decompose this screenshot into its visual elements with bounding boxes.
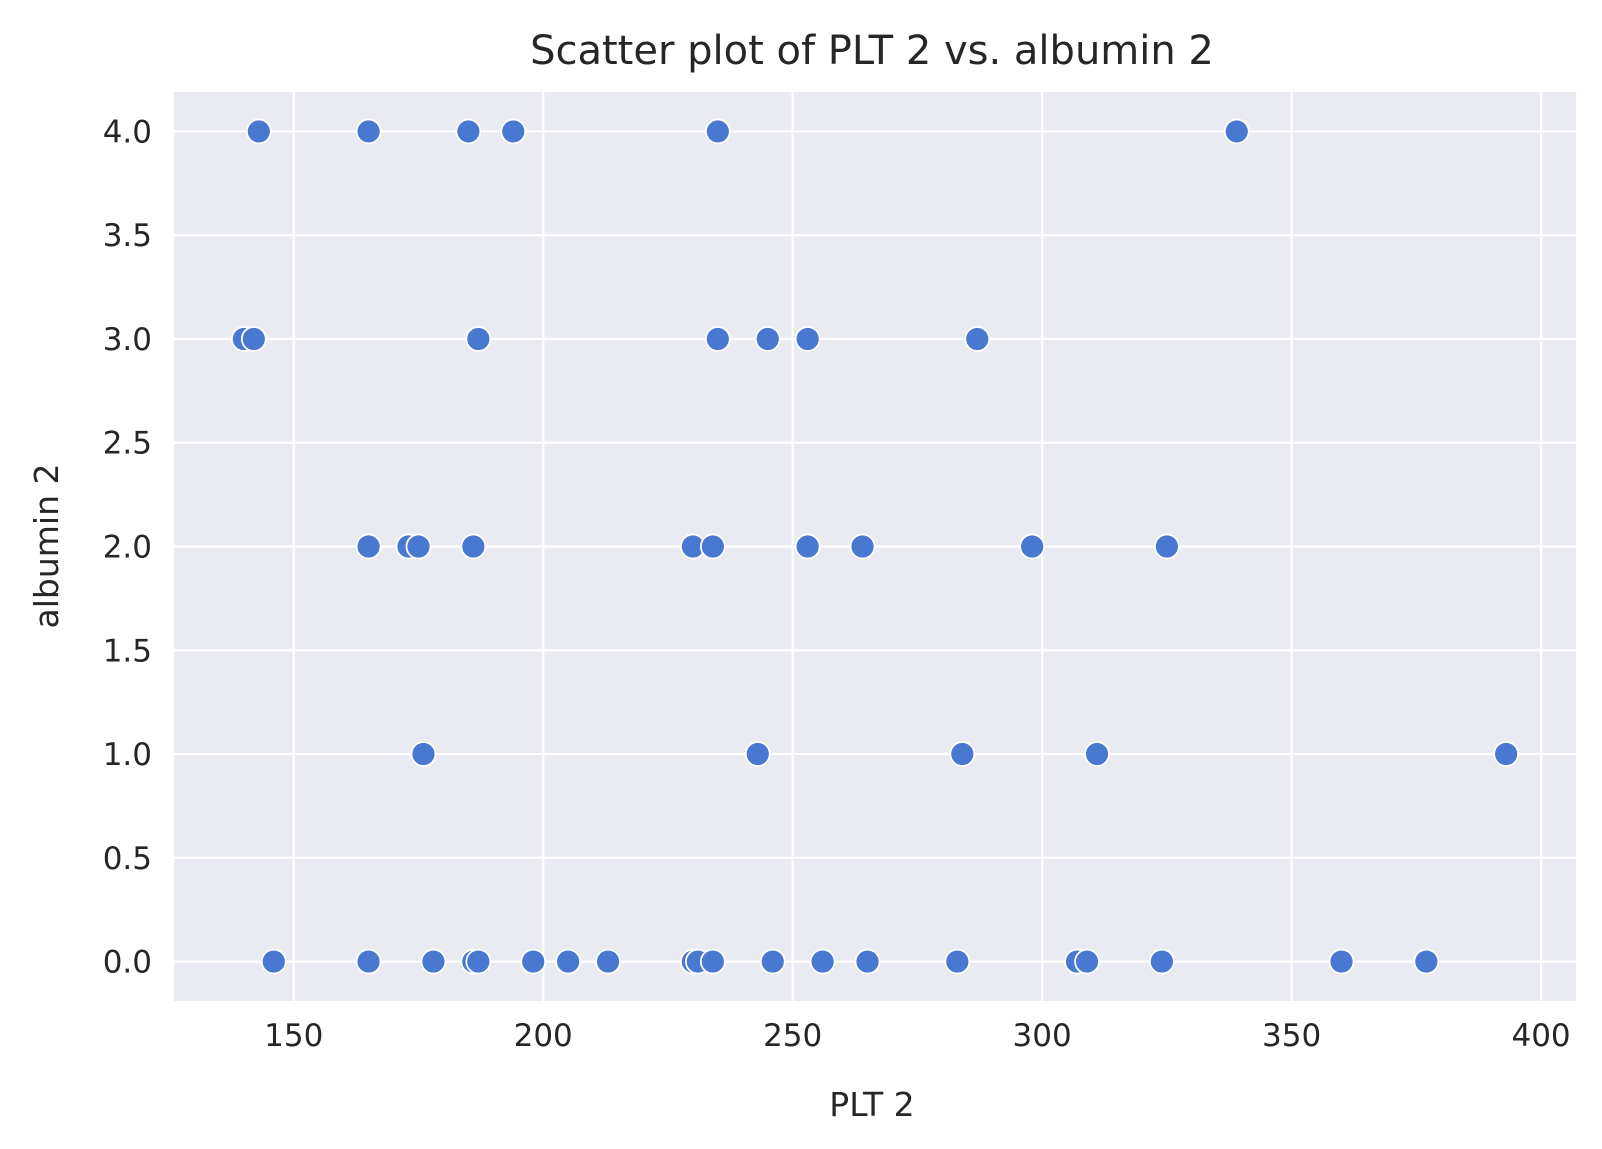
scatter-point — [455, 118, 482, 145]
y-tick-label: 3.5 — [103, 218, 152, 254]
x-tick-label: 300 — [1013, 1018, 1072, 1054]
scatter-point — [849, 533, 876, 560]
scatter-point — [964, 326, 991, 352]
scatter-point — [500, 118, 527, 145]
scatter-point — [1019, 533, 1046, 560]
x-tick-label: 150 — [264, 1018, 323, 1054]
tick-labels: 150 200 250 300 350 400 0.0 0.5 1.0 1.5 2.0 2.5 3.0 3… — [103, 114, 1571, 1054]
y-tick-label: 0.5 — [103, 841, 152, 877]
y-tick-label: 4.0 — [103, 114, 152, 150]
chart-title: Scatter plot of PLT 2 vs. albumin 2 — [530, 28, 1214, 74]
scatter-point — [1223, 118, 1250, 145]
scatter-point — [355, 948, 382, 975]
y-tick-label: 3.0 — [103, 322, 152, 358]
x-tick-label: 350 — [1262, 1018, 1321, 1054]
scatter-point — [699, 533, 726, 560]
scatter-point — [944, 948, 971, 975]
x-axis-label: PLT 2 — [829, 1085, 914, 1124]
y-tick-label: 1.5 — [103, 633, 152, 669]
scatter-point — [420, 948, 447, 975]
scatter-point — [699, 948, 726, 975]
scatter-point — [1493, 741, 1520, 767]
scatter-point — [245, 118, 272, 145]
scatter-point — [555, 948, 582, 975]
y-axis-label: albumin 2 — [27, 464, 66, 629]
scatter-point — [355, 533, 382, 560]
x-tick-label: 200 — [514, 1018, 573, 1054]
scatter-point — [759, 948, 786, 975]
scatter-point — [405, 533, 432, 560]
scatter-point — [754, 326, 781, 352]
scatter-point — [1148, 948, 1175, 975]
scatter-point — [410, 741, 437, 767]
scatter-point — [794, 533, 821, 560]
scatter-point — [465, 948, 492, 975]
y-tick-label: 1.0 — [103, 737, 152, 773]
scatter-point — [1084, 741, 1110, 767]
scatter-point — [809, 948, 836, 975]
scatter-point — [854, 948, 881, 975]
scatter-point — [520, 948, 547, 975]
data-points — [230, 118, 1520, 975]
x-tick-label: 250 — [763, 1018, 822, 1054]
scatter-point — [1074, 948, 1100, 975]
scatter-point — [704, 118, 731, 145]
scatter-point — [949, 741, 976, 767]
scatter-point — [794, 326, 821, 352]
scatter-point — [704, 326, 731, 352]
y-tick-label: 2.0 — [103, 530, 152, 566]
scatter-point — [355, 118, 382, 145]
scatter-point — [1328, 948, 1355, 975]
scatter-point — [460, 533, 487, 560]
scatter-point — [1413, 948, 1440, 975]
scatter-point — [595, 948, 621, 975]
y-tick-label: 2.5 — [103, 426, 152, 462]
scatter-point — [744, 741, 771, 767]
scatter-point — [260, 948, 287, 975]
scatter-point — [1153, 533, 1180, 560]
scatter-point — [240, 326, 267, 352]
y-tick-label: 0.0 — [103, 945, 152, 981]
x-tick-label: 400 — [1511, 1018, 1570, 1054]
scatter-point — [465, 326, 492, 352]
